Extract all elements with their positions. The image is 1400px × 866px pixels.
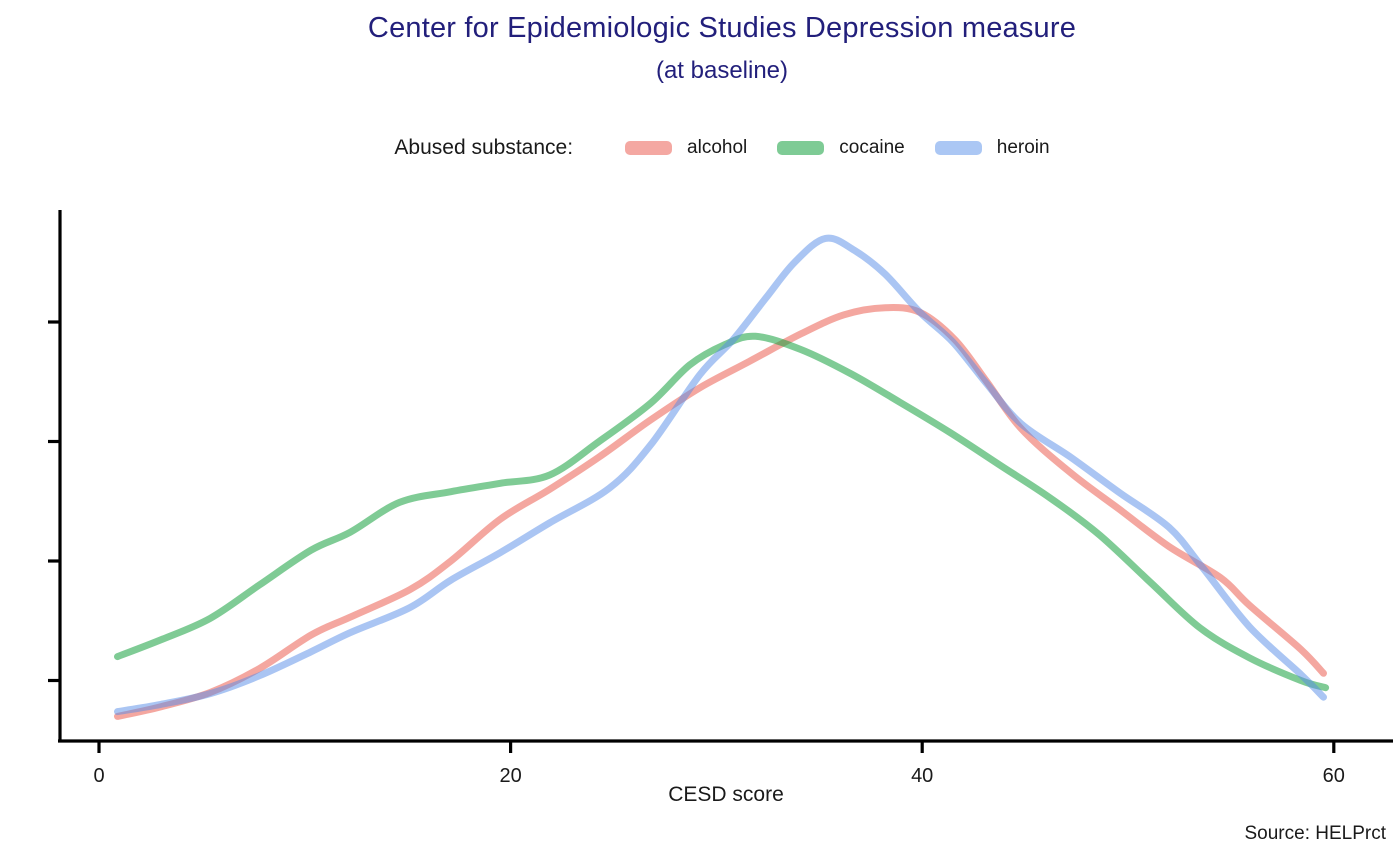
legend-label-cocaine: cocaine	[839, 137, 905, 158]
legend-swatch-cocaine	[777, 141, 825, 155]
x-tick-label: 20	[499, 765, 521, 787]
x-axis-label: CESD score	[668, 783, 784, 806]
legend-item-cocaine: cocaine	[777, 137, 905, 159]
legend-item-heroin: heroin	[934, 137, 1050, 159]
legend-swatch-heroin	[934, 141, 982, 155]
legend-label-alcohol: alcohol	[687, 137, 748, 158]
density-curve-alcohol	[114, 304, 1327, 720]
chart-title: Center for Epidemiologic Studies Depress…	[367, 12, 1077, 44]
source-caption: Source: HELPrct	[1244, 823, 1387, 844]
legend: Abused substance: alcohol cocaine heroin	[44, 133, 1400, 163]
x-tick-label: 60	[1323, 765, 1345, 787]
x-tick-label: 0	[93, 765, 104, 787]
legend-title: Abused substance:	[394, 136, 574, 159]
x-tick-label: 40	[911, 765, 933, 787]
legend-swatch-alcohol	[625, 141, 673, 155]
density-curve-heroin	[114, 234, 1327, 716]
chart-subtitle: (at baseline)	[655, 57, 789, 84]
legend-item-alcohol: alcohol	[625, 137, 747, 159]
legend-label-heroin: heroin	[996, 137, 1050, 158]
